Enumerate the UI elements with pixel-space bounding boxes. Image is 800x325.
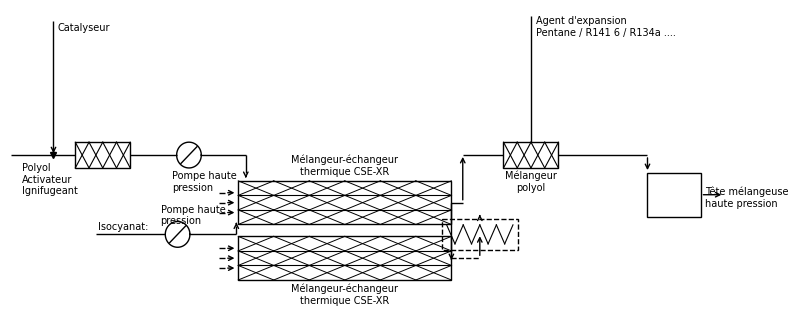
- Text: Pompe haute
pression: Pompe haute pression: [172, 171, 237, 192]
- Bar: [75, 142, 130, 168]
- Text: Polyol: Polyol: [22, 163, 51, 173]
- Text: Mélangeur-échangeur
thermique CSE-XR: Mélangeur-échangeur thermique CSE-XR: [291, 155, 398, 177]
- Text: Pompe haute
pression: Pompe haute pression: [161, 205, 226, 226]
- Text: Activateur
Ignifugeant: Activateur Ignifugeant: [22, 175, 78, 197]
- Bar: [503, 142, 558, 168]
- Text: Tête mélangeuse
haute pression: Tête mélangeuse haute pression: [706, 187, 789, 209]
- Text: Agent d'expansion
Pentane / R141 6 / R134a ....: Agent d'expansion Pentane / R141 6 / R13…: [536, 16, 675, 38]
- Bar: [647, 173, 701, 216]
- Text: Catalyseur: Catalyseur: [58, 23, 110, 33]
- Bar: [238, 236, 451, 280]
- Bar: [238, 181, 451, 225]
- Text: Isocyanat:: Isocyanat:: [98, 222, 148, 232]
- Bar: [442, 218, 518, 250]
- Text: Mélangeur-échangeur
thermique CSE-XR: Mélangeur-échangeur thermique CSE-XR: [291, 284, 398, 306]
- Text: Mélangeur
polyol: Mélangeur polyol: [505, 171, 557, 193]
